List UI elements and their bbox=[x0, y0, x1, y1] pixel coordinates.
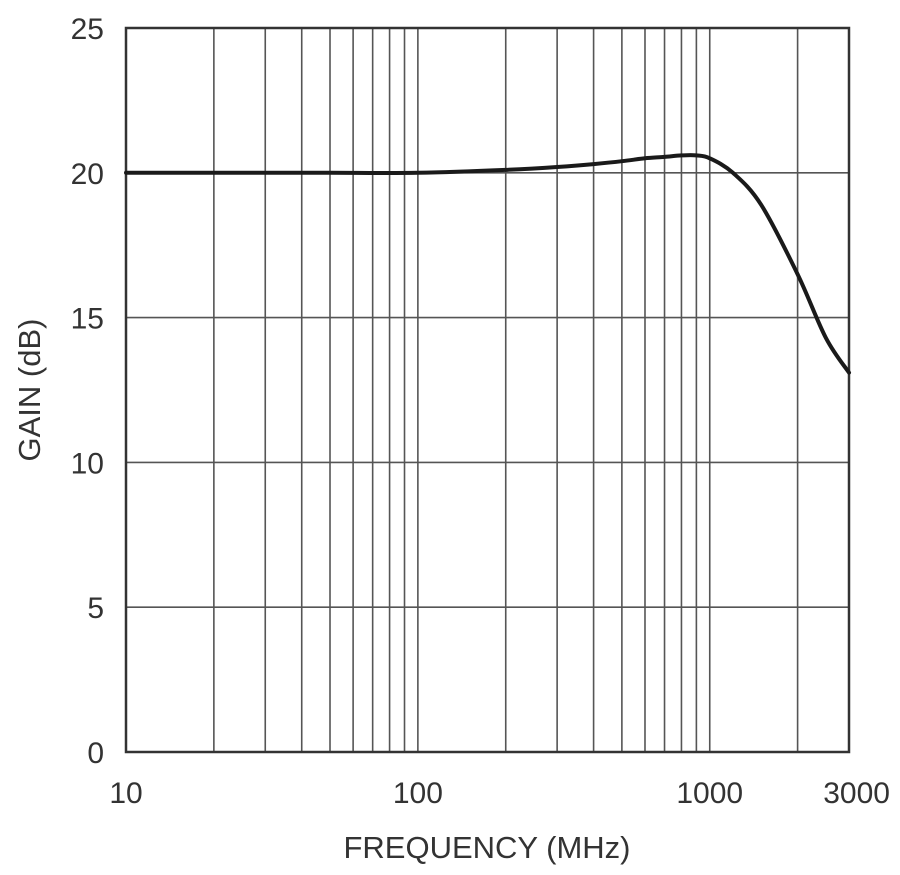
y-tick-label: 20 bbox=[71, 158, 104, 191]
y-tick-label: 15 bbox=[71, 303, 104, 336]
x-tick-label: 100 bbox=[393, 777, 443, 810]
y-tick-labels: 0 5 10 15 20 25 bbox=[71, 13, 104, 770]
y-tick-label: 5 bbox=[87, 592, 104, 625]
x-tick-label: 1000 bbox=[676, 777, 743, 810]
x-tick-labels: 10 100 1000 3000 bbox=[109, 777, 890, 810]
y-tick-label: 10 bbox=[71, 447, 104, 480]
grid bbox=[126, 28, 849, 752]
x-tick-label: 3000 bbox=[823, 777, 890, 810]
x-axis-title: FREQUENCY (MHz) bbox=[343, 830, 630, 865]
y-tick-label: 0 bbox=[87, 737, 104, 770]
y-axis-title: GAIN (dB) bbox=[12, 319, 47, 462]
gain-series-line bbox=[124, 153, 851, 375]
x-tick-label: 10 bbox=[109, 777, 142, 810]
y-tick-label: 25 bbox=[71, 13, 104, 46]
plot-frame bbox=[124, 26, 851, 754]
